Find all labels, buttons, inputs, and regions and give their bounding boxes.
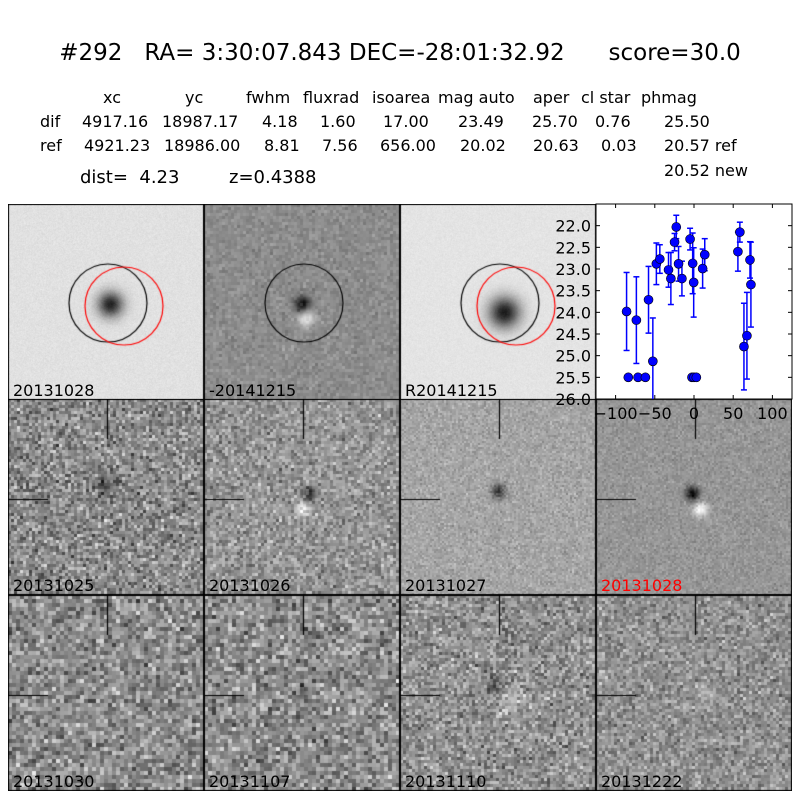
row-label: dif xyxy=(40,112,61,131)
table-cell: 20.57 ref xyxy=(664,136,737,155)
table-cell: 25.50 xyxy=(664,112,710,131)
redshift-value: z=0.4388 xyxy=(229,167,317,188)
column-header: aper xyxy=(533,88,570,107)
table-cell: 4.18 xyxy=(262,112,298,131)
image-stamp xyxy=(204,399,400,595)
data-point xyxy=(623,372,634,383)
data-point xyxy=(699,249,710,260)
table-cell: 0.76 xyxy=(595,112,631,131)
column-header: cl star xyxy=(581,88,631,107)
x-tick-label: −50 xyxy=(638,404,672,423)
table-cell: 4921.23 xyxy=(84,136,151,155)
stamp-date-label: 20131110 xyxy=(405,772,487,791)
data-point xyxy=(631,315,642,325)
table-cell: 8.81 xyxy=(264,136,300,155)
data-point xyxy=(733,246,743,257)
column-header: yc xyxy=(185,88,204,107)
y-tick-label: 23.5 xyxy=(555,282,591,301)
data-point xyxy=(648,356,658,367)
stamp-date-label: R20141215 xyxy=(405,381,498,400)
stamp-date-label: 20131026 xyxy=(209,576,291,595)
stamp-date-label: 20131027 xyxy=(405,576,487,595)
data-point xyxy=(691,372,702,383)
y-tick-label: 25.0 xyxy=(555,347,591,366)
table-cell: 18987.17 xyxy=(162,112,239,131)
table-cell: 656.00 xyxy=(380,136,436,155)
table-cell: 23.49 xyxy=(458,112,504,131)
image-stamp xyxy=(204,204,400,400)
data-point xyxy=(735,227,745,237)
x-tick-label: 100 xyxy=(757,404,788,423)
image-stamp xyxy=(400,399,596,595)
data-point xyxy=(687,258,698,269)
y-tick-label: 25.5 xyxy=(555,368,591,387)
image-stamp xyxy=(8,595,204,791)
x-tick-label: 0 xyxy=(689,404,699,423)
image-stamp xyxy=(8,204,204,400)
stamp-date-label: 20131025 xyxy=(13,576,95,595)
data-point xyxy=(643,294,654,305)
data-point xyxy=(688,277,699,288)
stamp-date-label: 20131028 xyxy=(601,576,683,595)
column-header: phmag xyxy=(641,88,697,107)
table-cell: 20.02 xyxy=(460,136,506,155)
phmag-new: 20.52 new xyxy=(664,161,748,180)
data-point xyxy=(671,222,682,232)
column-header: mag auto xyxy=(438,88,515,107)
image-stamp xyxy=(596,399,792,595)
data-point xyxy=(677,273,687,284)
data-point xyxy=(739,341,749,352)
column-header: isoarea xyxy=(372,88,431,107)
image-stamp xyxy=(596,595,792,791)
y-tick-label: 24.5 xyxy=(555,325,591,344)
data-point xyxy=(640,372,651,383)
image-stamp xyxy=(8,399,204,595)
table-cell: 7.56 xyxy=(322,136,358,155)
column-header: fwhm xyxy=(246,88,291,107)
column-header: fluxrad xyxy=(303,88,360,107)
y-tick-label: 24.0 xyxy=(555,303,591,322)
dist-value: dist= 4.23 xyxy=(80,167,180,188)
stamp-date-label: 20131222 xyxy=(601,772,683,791)
table-cell: 18986.00 xyxy=(164,136,241,155)
table-cell: 17.00 xyxy=(383,112,429,131)
data-point xyxy=(673,258,684,269)
table-cell: 0.03 xyxy=(601,136,637,155)
x-tick-label: −100 xyxy=(594,404,638,423)
y-tick-label: 22.5 xyxy=(555,238,591,257)
column-header: xc xyxy=(103,88,121,107)
image-stamp xyxy=(400,595,596,791)
data-point xyxy=(666,273,676,284)
data-point xyxy=(655,254,665,264)
stamp-date-label: 20131107 xyxy=(209,772,291,791)
row-label: ref xyxy=(40,136,62,155)
stamp-date-label: -20141215 xyxy=(209,381,297,400)
data-point xyxy=(663,265,674,275)
y-tick-label: 26.0 xyxy=(555,390,591,409)
stamp-date-label: 20131028 xyxy=(13,381,95,400)
data-point xyxy=(742,330,752,341)
stamp-date-label: 20131030 xyxy=(13,772,95,791)
data-point xyxy=(745,255,755,265)
y-tick-label: 22.0 xyxy=(555,217,591,236)
data-point xyxy=(621,306,632,317)
image-stamp xyxy=(204,595,400,791)
table-cell: 20.63 xyxy=(533,136,579,155)
image-stamp xyxy=(400,204,596,400)
data-point xyxy=(669,237,680,247)
table-cell: 25.70 xyxy=(532,112,578,131)
x-tick-label: 50 xyxy=(723,404,743,423)
figure-title: #292 RA= 3:30:07.843 DEC=-28:01:32.92 sc… xyxy=(59,40,741,66)
y-tick-label: 23.0 xyxy=(555,260,591,279)
data-point xyxy=(697,263,708,274)
table-cell: 1.60 xyxy=(320,112,356,131)
table-cell: 4917.16 xyxy=(82,112,149,131)
data-point xyxy=(685,234,695,244)
data-point xyxy=(746,279,756,290)
